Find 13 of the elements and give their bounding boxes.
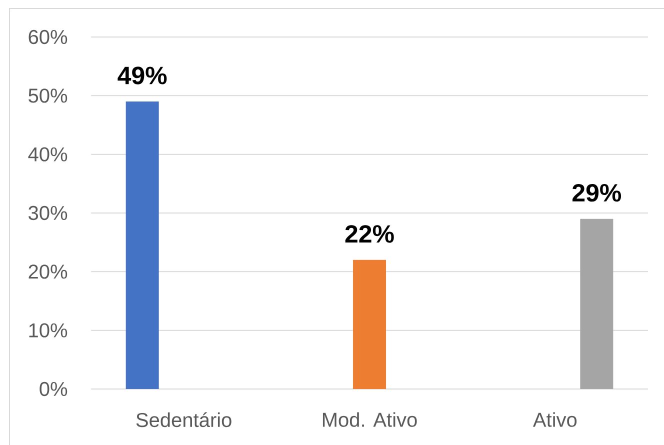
x-tick-label: Ativo	[532, 412, 577, 427]
y-tick-label: 0%	[40, 382, 68, 396]
x-tick-label: Mod. Ativo	[322, 412, 417, 427]
y-tick-label: 20%	[28, 264, 68, 279]
data-label: 49%	[118, 66, 167, 84]
data-label: 29%	[572, 184, 622, 202]
y-tick-label: 60%	[28, 30, 68, 44]
y-tick-label: 40%	[28, 147, 68, 162]
y-tick-label: 30%	[28, 206, 68, 220]
y-tick-label: 10%	[29, 323, 68, 338]
data-label: 22%	[345, 225, 394, 243]
x-tick-label: Sedentário	[136, 412, 232, 428]
y-tick-label: 50%	[28, 88, 68, 103]
